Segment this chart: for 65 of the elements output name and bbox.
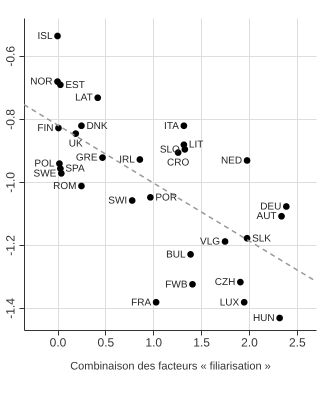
point (99, 154, 106, 161)
point (244, 157, 250, 164)
point (147, 194, 154, 201)
y-tick-label: -1.2 (4, 234, 18, 256)
annotation: LUX (220, 297, 240, 308)
point (58, 170, 65, 177)
annotation: CRO (167, 158, 190, 169)
annotation: NED (220, 155, 242, 166)
annotation: BUL (166, 249, 186, 260)
point (189, 280, 196, 288)
x-tick-label: 0.0 (50, 336, 67, 350)
point (128, 197, 136, 204)
annotation: VLG (200, 236, 220, 248)
annotation: LAT (75, 92, 93, 104)
x-tick-label: 2.5 (289, 336, 306, 350)
x-tick-label: 1.5 (193, 336, 210, 350)
x-axis-title: Combinaison des facteurs « filiarisation » (70, 360, 271, 372)
point (240, 298, 248, 306)
annotation: SLK (252, 233, 272, 244)
annotation: SLO (160, 144, 180, 156)
annotation: SPA (65, 164, 85, 175)
point (282, 203, 290, 210)
annotation: HUN (252, 313, 275, 324)
point (136, 156, 144, 163)
annotation: AUT (256, 211, 277, 222)
point (276, 314, 283, 322)
annotation: ROM (53, 180, 76, 192)
point (222, 238, 228, 245)
point (237, 278, 244, 286)
point (94, 94, 102, 102)
annotation: DNK (86, 120, 108, 132)
annotation: DEU (260, 201, 282, 212)
point (54, 32, 61, 40)
annotation: FRA (131, 297, 152, 308)
y-tick-label: -0.8 (4, 108, 18, 130)
x-tick-label: 0.5 (98, 336, 115, 350)
annotation: UK (68, 138, 83, 150)
annotation: CZH (214, 277, 236, 288)
point (152, 298, 160, 306)
x-tick-label: 2.0 (241, 336, 258, 350)
point (78, 182, 85, 190)
point (278, 212, 285, 220)
point (187, 251, 194, 258)
point (181, 146, 188, 153)
point (78, 122, 85, 130)
y-tick-label: -0.6 (4, 46, 18, 67)
annotation: SWI (108, 195, 128, 206)
point (55, 124, 62, 132)
annotation: POL (34, 158, 55, 170)
x-tick-label: 1.0 (145, 336, 162, 350)
annotation: FWB (165, 279, 188, 290)
annotation: SWE (34, 168, 57, 180)
annotation: FIN (37, 122, 54, 134)
annotation: ITA (164, 120, 180, 132)
annotation: POR (155, 192, 178, 204)
y-tick-label: -1.0 (4, 172, 18, 193)
annotation: NOR (30, 76, 53, 88)
annotation: ISL (37, 30, 53, 42)
annotation: EST (65, 80, 85, 91)
annotation: LIT (188, 140, 204, 151)
y-tick-label: -1.4 (4, 298, 18, 319)
point (57, 81, 64, 88)
point (180, 122, 188, 130)
annotation: IRL (119, 154, 136, 166)
annotation: GRE (76, 152, 98, 164)
